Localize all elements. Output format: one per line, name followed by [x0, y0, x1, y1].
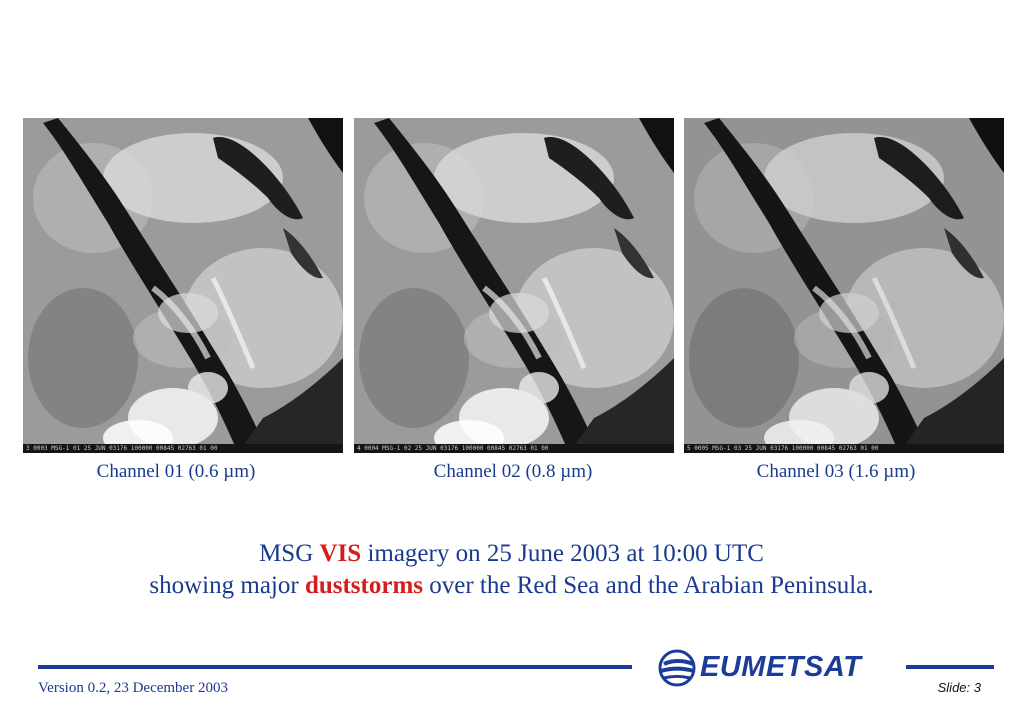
logo-wordmark: EUMETSAT	[700, 651, 862, 683]
headline-text: over the Red Sea and the Arabian Peninsu…	[423, 572, 874, 599]
headline-text: showing major	[149, 572, 305, 599]
headline-line-2: showing major duststorms over the Red Se…	[0, 570, 1023, 602]
caption-channel-02: Channel 02 (0.8 µm)	[433, 461, 593, 482]
satellite-image-graphic	[354, 118, 674, 453]
satellite-image-channel-03: 5 0005 MSG-1 03 25 JUN 03176 100000 0084…	[684, 118, 1004, 453]
image-info-strip: 4 0004 MSG-1 02 25 JUN 03176 100000 0084…	[354, 444, 674, 453]
headline-accent-duststorms: duststorms	[304, 572, 424, 599]
image-info-strip: 5 0005 MSG-1 03 25 JUN 03176 100000 0084…	[684, 444, 1004, 453]
satellite-image-graphic	[684, 118, 1004, 453]
globe-icon	[658, 649, 696, 687]
slide-number: Slide: 3	[937, 680, 981, 695]
caption-channel-01: Channel 01 (0.6 µm)	[96, 461, 256, 482]
satellite-image-channel-02: 4 0004 MSG-1 02 25 JUN 03176 100000 0084…	[354, 118, 674, 453]
headline-text: MSG	[259, 540, 320, 567]
headline-accent-vis: VIS	[319, 540, 362, 567]
version-text: Version 0.2, 23 December 2003	[38, 680, 228, 696]
satellite-image-channel-01: 3 0003 MSG-1 01 25 JUN 03176 100000 0084…	[23, 118, 343, 453]
caption-channel-03: Channel 03 (1.6 µm)	[756, 461, 916, 482]
footer-rule-right	[906, 665, 994, 669]
slide-headline: MSG VIS imagery on 25 June 2003 at 10:00…	[0, 538, 1023, 602]
headline-line-1: MSG VIS imagery on 25 June 2003 at 10:00…	[0, 538, 1023, 570]
headline-text: imagery on 25 June 2003 at 10:00 UTC	[361, 540, 764, 567]
image-info-strip: 3 0003 MSG-1 01 25 JUN 03176 100000 0084…	[23, 444, 343, 453]
footer-rule-left	[38, 665, 632, 669]
eumetsat-logo: EUMETSAT	[658, 646, 868, 690]
satellite-image-graphic	[23, 118, 343, 453]
